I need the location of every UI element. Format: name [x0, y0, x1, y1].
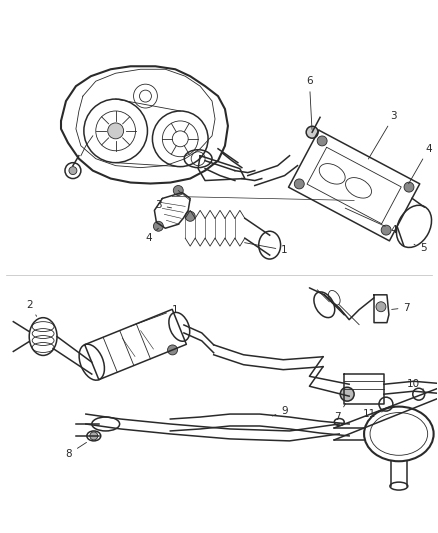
Text: 4: 4 [345, 208, 397, 235]
Circle shape [376, 302, 386, 312]
Circle shape [404, 182, 414, 192]
Text: 7: 7 [334, 403, 346, 422]
Circle shape [168, 345, 177, 355]
Text: 11: 11 [362, 409, 383, 419]
Circle shape [340, 387, 354, 401]
Circle shape [173, 185, 183, 196]
Circle shape [317, 136, 327, 146]
Text: 3: 3 [155, 200, 172, 211]
Text: 1: 1 [244, 243, 288, 255]
Text: 5: 5 [414, 243, 427, 253]
Text: 1: 1 [131, 305, 179, 326]
Circle shape [294, 179, 304, 189]
Circle shape [185, 212, 195, 221]
Text: 9: 9 [272, 406, 288, 416]
Circle shape [306, 126, 318, 138]
Text: 7: 7 [392, 303, 410, 313]
Text: 6: 6 [306, 76, 313, 130]
Circle shape [90, 432, 98, 440]
Text: 4: 4 [145, 228, 159, 243]
Circle shape [108, 123, 124, 139]
Text: 10: 10 [407, 379, 424, 389]
Text: 8: 8 [66, 442, 86, 459]
Circle shape [381, 225, 391, 235]
Text: 4: 4 [409, 144, 432, 184]
Circle shape [153, 221, 163, 231]
Text: 3: 3 [368, 111, 397, 159]
Text: 2: 2 [26, 300, 37, 316]
Circle shape [69, 167, 77, 175]
